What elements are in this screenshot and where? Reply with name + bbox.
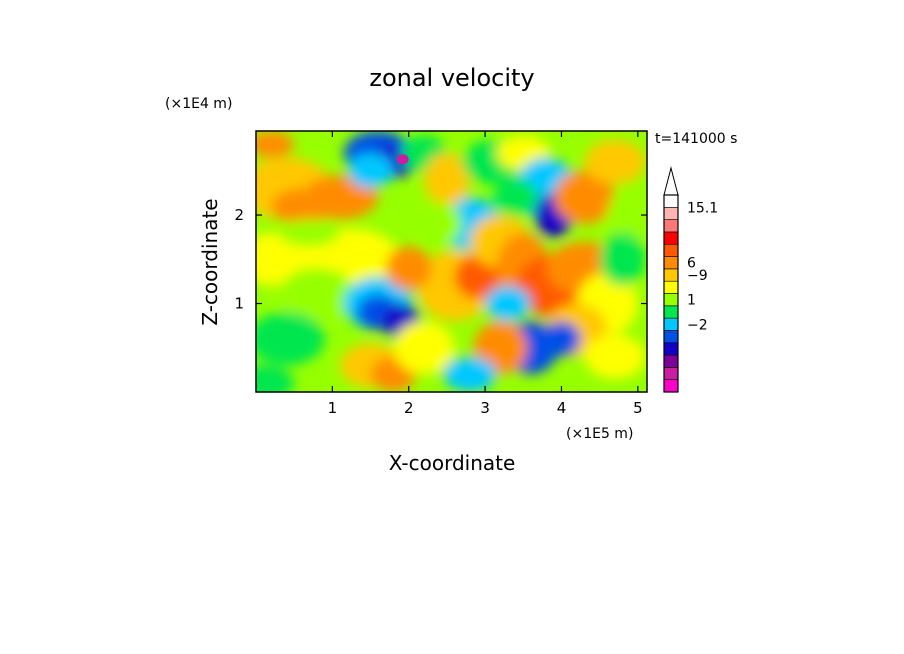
colorbar-segment bbox=[663, 231, 679, 245]
plot-area bbox=[256, 131, 647, 392]
colorbar-segment bbox=[663, 367, 679, 380]
colorbar: −9 −2 1 6 15.1 bbox=[663, 166, 718, 393]
colorbar-label: 15.1 bbox=[687, 200, 718, 216]
colorbar-segment bbox=[663, 194, 679, 208]
contour-blob bbox=[256, 312, 325, 366]
y-unit-label: (×1E4 m) bbox=[165, 96, 232, 112]
colorbar-segment bbox=[663, 305, 679, 319]
contour-blob bbox=[424, 153, 470, 207]
colorbar-label: 6 bbox=[687, 256, 696, 272]
contour-blob bbox=[492, 179, 539, 216]
contour-blob bbox=[278, 219, 341, 247]
contour-blob bbox=[584, 139, 646, 185]
contour-spot bbox=[396, 154, 409, 165]
colorbar-segment bbox=[663, 330, 679, 344]
colorbar-segment bbox=[663, 379, 679, 393]
x-tick-label: 2 bbox=[404, 399, 414, 417]
colorbar-segment bbox=[663, 256, 679, 270]
contour-blob bbox=[485, 285, 531, 322]
contour-blob bbox=[607, 188, 647, 242]
contour-blob bbox=[393, 321, 455, 375]
contour-blob bbox=[347, 153, 394, 189]
contour-blob bbox=[256, 365, 295, 392]
colorbar-label: −9 bbox=[687, 268, 708, 284]
contour-blob bbox=[553, 170, 615, 224]
colorbar-segment bbox=[663, 207, 679, 220]
contour-blob bbox=[385, 246, 432, 291]
y-tick-label: 1 bbox=[234, 295, 244, 313]
time-label: t=141000 s bbox=[655, 131, 737, 147]
colorbar-segment bbox=[663, 268, 679, 282]
x-unit-label: (×1E5 m) bbox=[566, 426, 633, 442]
x-axis: 1 2 3 4 5 bbox=[328, 131, 643, 417]
contour-blob bbox=[301, 175, 379, 220]
chart-title: zonal velocity bbox=[369, 64, 534, 92]
contour-blobs bbox=[256, 131, 647, 392]
x-tick-label: 1 bbox=[328, 399, 338, 417]
plot-frame bbox=[255, 130, 648, 393]
contour-blob bbox=[256, 232, 302, 286]
contour-blob bbox=[599, 232, 646, 286]
colorbar-label: 1 bbox=[687, 293, 696, 309]
contour-blob bbox=[278, 268, 356, 322]
y-axis-label: Z-coordinate bbox=[198, 198, 222, 325]
colorbar-frame bbox=[663, 194, 679, 393]
colorbar-segment bbox=[663, 342, 679, 356]
x-axis-label: X-coordinate bbox=[389, 451, 516, 475]
colorbar-segment bbox=[663, 293, 679, 307]
y-tick-label: 2 bbox=[234, 206, 244, 224]
y-axis: 12 bbox=[234, 206, 647, 313]
contour-blob bbox=[443, 356, 497, 392]
x-tick-label: 5 bbox=[633, 399, 643, 417]
colorbar-segment bbox=[663, 243, 679, 257]
contour-field bbox=[256, 131, 647, 392]
x-tick-label: 3 bbox=[480, 399, 490, 417]
colorbar-segment bbox=[663, 280, 679, 294]
contour-blob bbox=[256, 131, 295, 158]
colorbar-extension bbox=[663, 166, 679, 196]
colorbar-label: −2 bbox=[687, 317, 708, 333]
contour-blob bbox=[416, 201, 463, 247]
colorbar-segment bbox=[663, 317, 679, 331]
colorbar-segment bbox=[663, 354, 679, 368]
colorbar-segment bbox=[663, 219, 679, 233]
contour-blob bbox=[584, 334, 646, 379]
x-tick-label: 4 bbox=[557, 399, 567, 417]
